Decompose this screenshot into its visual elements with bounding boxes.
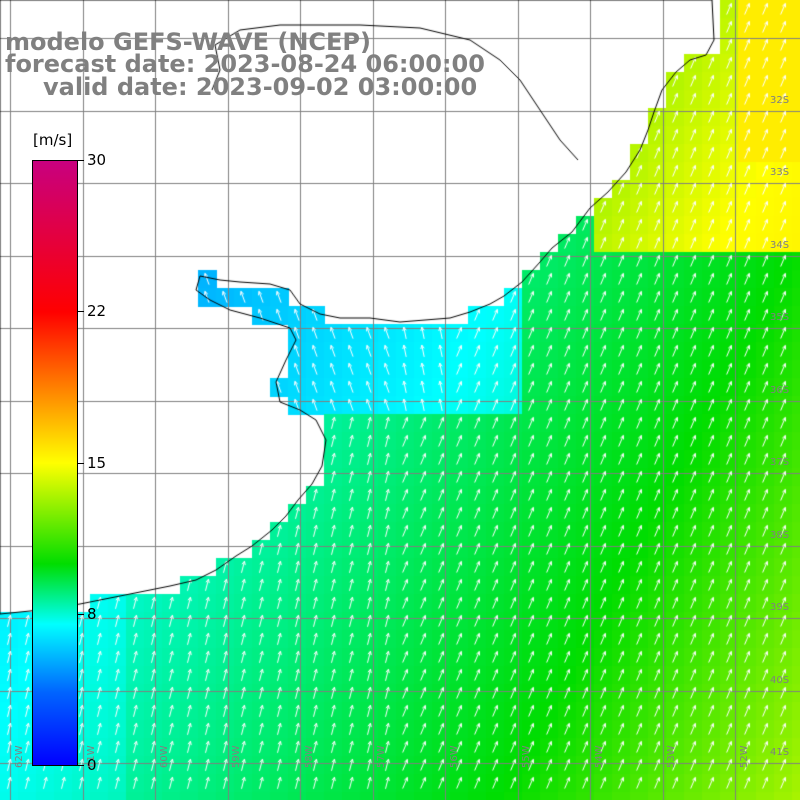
lon-label: 56W: [449, 745, 460, 768]
lat-label: 34S: [770, 240, 790, 251]
lon-label: 59W: [231, 745, 242, 768]
lon-label: 62W: [14, 745, 25, 768]
forecast-date: forecast date: 2023-08-24 06:00:00: [5, 50, 485, 78]
lon-label: 57W: [376, 745, 387, 768]
lat-label: 37S: [770, 457, 790, 468]
lon-label: 53W: [666, 745, 677, 768]
colorbar-tickmark: [78, 765, 84, 766]
lon-label: 61W: [86, 745, 97, 768]
lat-label: 40S: [770, 675, 790, 686]
colorbar-tick: 0: [87, 756, 97, 774]
colorbar-tick: 30: [87, 151, 107, 169]
colorbar-tick: 8: [87, 605, 97, 623]
lon-label: 58W: [304, 745, 315, 768]
valid-date: valid date: 2023-09-02 03:00:00: [43, 73, 478, 101]
colorbar-tickmark: [78, 160, 84, 161]
lat-label: 41S: [770, 747, 790, 758]
lon-label: 52W: [739, 745, 750, 768]
colorbar-tick: 22: [87, 302, 107, 320]
model-title: modelo GEFS-WAVE (NCEP): [5, 28, 371, 56]
lat-label: 36S: [770, 385, 790, 396]
lon-label: 60W: [159, 745, 170, 768]
colorbar-tick: 15: [87, 454, 107, 472]
lat-label: 35S: [770, 312, 790, 323]
colorbar-tickmark: [78, 311, 84, 312]
lat-label: 38S: [770, 530, 790, 541]
colorbar-tickmark: [78, 614, 84, 615]
lon-label: 55W: [521, 745, 532, 768]
colorbar-unit: [m/s]: [33, 131, 73, 149]
colorbar-tickmark: [78, 463, 84, 464]
lat-label: 39S: [770, 602, 790, 613]
colorbar: [32, 160, 78, 766]
lon-label: 54W: [594, 745, 605, 768]
lat-label: 32S: [770, 95, 790, 106]
lat-label: 33S: [770, 167, 790, 178]
